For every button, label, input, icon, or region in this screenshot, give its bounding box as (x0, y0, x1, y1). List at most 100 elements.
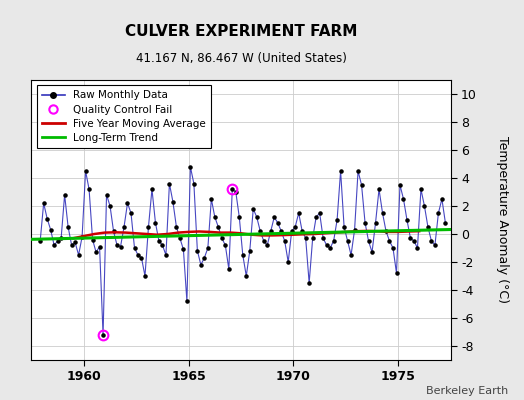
Point (291, 224, 299, 230)
Point (130, 245, 139, 251)
Point (312, 214, 320, 220)
Point (263, 242, 271, 248)
Point (116, 243, 125, 250)
Point (64, 224, 72, 230)
Point (256, 228, 265, 234)
Text: CULVER EXPERIMENT FARM: CULVER EXPERIMENT FARM (125, 24, 357, 39)
Point (361, 220, 369, 226)
Point (211, 214, 219, 220)
Point (68, 242, 76, 248)
Point (298, 228, 307, 234)
Point (413, 245, 422, 251)
Point (169, 199, 177, 205)
Point (158, 242, 167, 248)
Point (280, 238, 289, 244)
Point (399, 196, 408, 202)
Point (309, 235, 317, 241)
Point (99, 332, 107, 338)
Point (165, 180, 173, 187)
Point (294, 210, 303, 216)
Point (389, 245, 397, 251)
Point (340, 224, 348, 230)
Point (151, 220, 160, 226)
Point (354, 168, 362, 174)
Point (78, 234, 86, 240)
Point (110, 228, 118, 234)
Point (123, 200, 132, 206)
Point (385, 238, 394, 244)
Point (134, 252, 142, 258)
Point (403, 217, 411, 223)
Text: Berkeley Earth: Berkeley Earth (426, 386, 508, 396)
Point (315, 210, 324, 216)
Point (74, 252, 83, 258)
Point (113, 242, 121, 248)
Point (47, 226, 55, 233)
Point (36, 238, 45, 244)
Point (148, 186, 156, 192)
Point (207, 196, 215, 202)
Point (238, 252, 247, 258)
Point (431, 242, 439, 248)
Point (417, 186, 425, 192)
Point (141, 273, 149, 279)
Point (326, 245, 334, 251)
Point (193, 248, 202, 254)
Point (127, 210, 135, 216)
Point (351, 226, 359, 233)
Point (427, 238, 435, 244)
Point (176, 235, 184, 241)
Point (392, 270, 401, 276)
Point (39, 200, 48, 206)
Point (259, 238, 268, 244)
Point (204, 245, 212, 251)
Point (301, 235, 310, 241)
Point (382, 228, 390, 234)
Point (336, 168, 345, 174)
Point (333, 217, 341, 223)
Point (232, 189, 240, 195)
Point (235, 214, 244, 220)
Point (270, 214, 278, 220)
Point (424, 224, 432, 230)
Point (60, 192, 69, 198)
Point (214, 224, 223, 230)
Point (406, 235, 414, 241)
Point (120, 224, 128, 230)
Point (249, 206, 257, 212)
Y-axis label: Temperature Anomaly (°C): Temperature Anomaly (°C) (496, 136, 509, 304)
Point (319, 235, 328, 241)
Point (196, 262, 205, 268)
Point (144, 224, 152, 230)
Point (396, 182, 404, 188)
Point (137, 255, 146, 261)
Legend: Raw Monthly Data, Quality Control Fail, Five Year Moving Average, Long-Term Tren: Raw Monthly Data, Quality Control Fail, … (37, 85, 211, 148)
Point (155, 238, 163, 244)
Point (274, 220, 282, 226)
Point (200, 255, 209, 261)
Text: 41.167 N, 86.467 W (United States): 41.167 N, 86.467 W (United States) (136, 52, 346, 65)
Point (183, 298, 191, 304)
Point (50, 242, 58, 248)
Point (190, 180, 198, 187)
Point (179, 246, 188, 253)
Point (277, 228, 286, 234)
Point (242, 273, 250, 279)
Point (253, 214, 261, 220)
Point (438, 196, 446, 202)
Point (57, 235, 66, 241)
Point (53, 238, 62, 244)
Point (378, 210, 387, 216)
Point (85, 186, 93, 192)
Point (375, 186, 383, 192)
Point (343, 238, 352, 244)
Point (225, 266, 233, 272)
Point (71, 239, 79, 246)
Point (228, 186, 236, 192)
Point (221, 242, 230, 248)
Point (162, 252, 170, 258)
Point (217, 235, 226, 241)
Point (102, 192, 111, 198)
Point (172, 224, 181, 230)
Point (330, 238, 338, 244)
